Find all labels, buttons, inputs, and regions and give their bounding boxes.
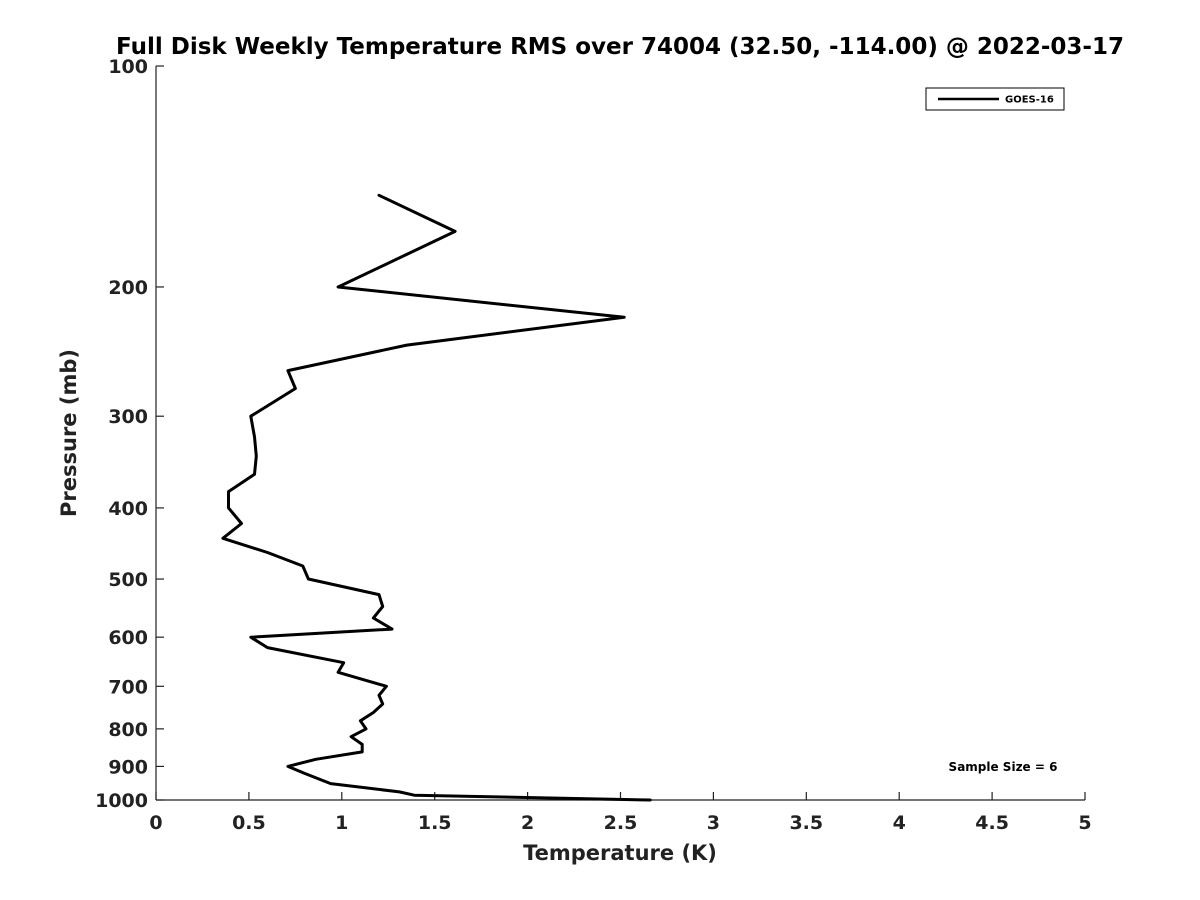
x-tick-label: 5 bbox=[1078, 812, 1091, 834]
x-tick-label: 2 bbox=[521, 812, 534, 834]
series-layer bbox=[221, 193, 652, 802]
x-tick-label: 1.5 bbox=[418, 812, 452, 834]
legend: GOES-16 bbox=[925, 87, 1065, 111]
x-tick-label: 4 bbox=[893, 812, 906, 834]
x-tick-label: 3 bbox=[707, 812, 720, 834]
y-tick-label: 800 bbox=[108, 719, 148, 741]
series-line-goes-16 bbox=[221, 193, 652, 802]
x-tick-label: 0 bbox=[149, 812, 162, 834]
x-tick-label: 2.5 bbox=[604, 812, 638, 834]
y-tick-label: 400 bbox=[108, 498, 148, 520]
y-tick-label: 200 bbox=[108, 277, 148, 299]
x-axis-ticks: 0 0.5 1 1.5 2 2.5 3 3.5 4 4.5 5 bbox=[149, 792, 1092, 834]
x-tick-label: 0.5 bbox=[232, 812, 266, 834]
y-tick-label: 500 bbox=[108, 569, 148, 591]
legend-label-goes-16: GOES-16 bbox=[1005, 95, 1054, 106]
y-tick-label: 100 bbox=[108, 56, 148, 78]
y-axis-label: Pressure (mb) bbox=[57, 349, 81, 517]
x-tick-label: 3.5 bbox=[789, 812, 823, 834]
x-tick-label: 1 bbox=[335, 812, 348, 834]
chart-title: Full Disk Weekly Temperature RMS over 74… bbox=[116, 34, 1124, 60]
y-tick-label: 300 bbox=[108, 406, 148, 428]
y-tick-label: 600 bbox=[108, 627, 148, 649]
x-axis-label: Temperature (K) bbox=[523, 841, 717, 865]
y-tick-label: 1000 bbox=[95, 790, 148, 812]
y-tick-label: 900 bbox=[108, 756, 148, 778]
x-tick-label: 4.5 bbox=[975, 812, 1009, 834]
sample-size-annotation: Sample Size = 6 bbox=[949, 760, 1058, 774]
y-axis-ticks: 100 200 300 400 500 600 700 800 900 1000 bbox=[95, 56, 164, 812]
y-tick-label: 700 bbox=[108, 676, 148, 698]
